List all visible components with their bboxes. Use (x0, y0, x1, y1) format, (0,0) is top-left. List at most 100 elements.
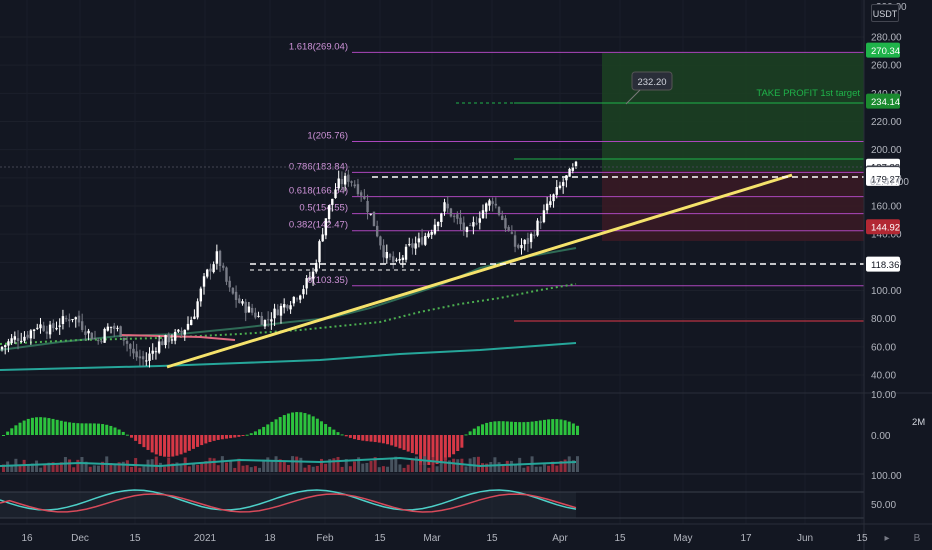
histogram-bar (43, 417, 47, 435)
volume-bar (340, 466, 344, 472)
histogram-bar (167, 435, 171, 457)
histogram-bar (551, 419, 555, 435)
price-tick-label: 40.00 (871, 371, 896, 382)
candle-body (218, 250, 222, 267)
volume-bar (361, 463, 365, 472)
fib-level-label: 0.618(166.64) (289, 186, 348, 197)
candle-body (87, 330, 90, 334)
candle-body (42, 325, 45, 332)
candle-body (536, 220, 539, 236)
time-axis[interactable]: 16 Dec 15 2021 18 Feb 15 Mar 15 Apr 15 May 17 Jun 15 (21, 533, 868, 544)
candle-body (356, 184, 360, 195)
candle-body (16, 338, 20, 342)
candle-body (545, 203, 549, 211)
candle-body (279, 305, 283, 316)
candle-body (363, 196, 366, 199)
candle-body (475, 223, 478, 225)
histogram-bar (456, 435, 460, 452)
candle-body (343, 175, 347, 185)
candle-body (501, 215, 504, 221)
histogram-bar (435, 435, 439, 465)
volume-bar (419, 462, 423, 472)
histogram-bar (361, 435, 365, 441)
histogram-bar (262, 426, 266, 435)
histogram-bar (406, 435, 410, 452)
volume-bar (423, 456, 427, 472)
volume-bar (295, 456, 299, 472)
time-tick-label: 15 (129, 533, 141, 544)
candle-body (125, 341, 129, 344)
candle-body (84, 331, 87, 335)
projection-callout[interactable]: 232.20 (625, 71, 673, 105)
currency-label[interactable]: USDT (871, 4, 899, 22)
histogram-bar (509, 421, 513, 435)
histogram-bar (563, 420, 567, 435)
candle-body (129, 344, 132, 349)
histogram-bar (80, 423, 84, 435)
histogram-bar (212, 435, 216, 441)
go-to-realtime-icon[interactable]: ▸ (884, 533, 890, 544)
histogram-bar (402, 435, 406, 450)
histogram-bar (381, 435, 385, 444)
candle-body (359, 192, 363, 196)
candle-body (52, 323, 55, 329)
momentum-histogram (2, 412, 579, 465)
candle-body (270, 319, 273, 322)
support-trendline[interactable] (166, 173, 793, 369)
histogram-bar (353, 435, 357, 440)
volume-bar (485, 463, 489, 472)
pink-moving-average (119, 334, 236, 341)
volume-bar (101, 461, 105, 472)
candle-body (539, 221, 542, 224)
histogram-bar (419, 435, 423, 465)
volume-bar (47, 462, 51, 472)
histogram-bar (489, 421, 493, 435)
volume-bar (460, 458, 464, 472)
candle-body (0, 346, 4, 350)
candle-body (395, 259, 398, 261)
auto-scale-icon[interactable]: B (913, 533, 921, 544)
candle-body (382, 245, 385, 258)
candle-body (231, 287, 235, 294)
volume-bar (328, 459, 332, 472)
candle-body (36, 327, 39, 329)
stop-loss-zone (602, 171, 864, 241)
histogram-bar (68, 422, 72, 435)
volume-bar (551, 461, 555, 472)
candle-body (375, 225, 379, 237)
time-tick-label: Apr (552, 533, 568, 544)
histogram-bar (410, 435, 414, 454)
volume-bar (514, 464, 518, 472)
histogram-bar (555, 419, 559, 435)
volume-bar (191, 463, 195, 472)
candle-body (379, 236, 382, 246)
volume-bar (55, 464, 59, 472)
candle-body (80, 321, 84, 330)
volume-bar (208, 457, 212, 472)
time-tick-label: 17 (740, 533, 752, 544)
histogram-bar (348, 435, 352, 438)
volume-bar (456, 459, 460, 472)
histogram-bar (76, 423, 80, 435)
candle-body (520, 245, 523, 249)
volume-bar (311, 466, 315, 472)
price-tick-label: 200.00 (871, 145, 902, 156)
volume-bar (555, 465, 559, 472)
volume-bar (212, 458, 216, 472)
projection-value: 232.20 (637, 77, 666, 88)
candle-body (90, 332, 93, 340)
volume-bar (121, 461, 125, 472)
fib-level-label: 1.618(269.04) (289, 41, 348, 52)
histogram-bar (92, 423, 96, 435)
candle-body (561, 182, 565, 186)
histogram-bar (286, 413, 290, 435)
candle-body (199, 288, 203, 302)
volume-bar (138, 467, 142, 472)
candle-body (340, 179, 344, 185)
histogram-bar (84, 423, 88, 435)
candle-body (157, 341, 161, 353)
candle-body (225, 267, 228, 282)
volume-bar (274, 456, 278, 472)
candle-body (209, 268, 212, 272)
